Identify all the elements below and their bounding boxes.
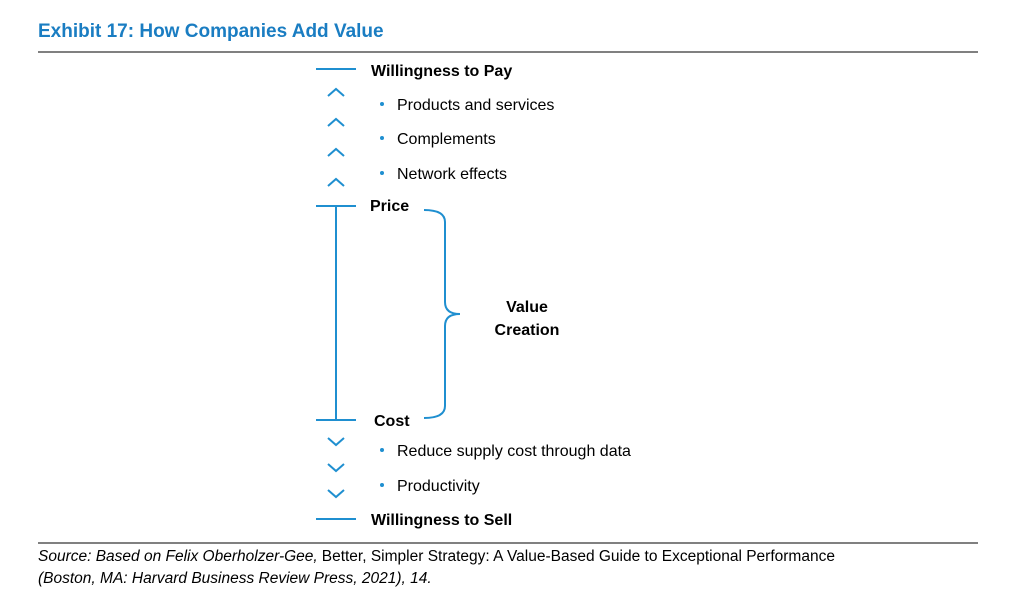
level-label: Willingness to Pay <box>371 63 512 80</box>
bracket-label: Value <box>506 299 548 316</box>
source-title: Better, Simpler Strategy: A Value-Based … <box>321 548 835 565</box>
driver: Products and services <box>397 97 554 114</box>
driver: Network effects <box>397 166 507 183</box>
source-text: Source: Based on Felix Oberholzer-Gee, <box>38 548 318 565</box>
title: Exhibit 17: How Companies Add Value <box>38 21 384 42</box>
level-label: Cost <box>374 413 410 430</box>
scale-marks <box>316 68 461 520</box>
level-label: Price <box>370 198 409 215</box>
driver: Productivity <box>397 478 480 495</box>
driver: Complements <box>397 131 496 148</box>
bracket-label: Creation <box>495 322 560 339</box>
bullets <box>380 102 384 487</box>
level-label: Willingness to Sell <box>371 512 512 529</box>
source-text: (Boston, MA: Harvard Business Review Pre… <box>38 570 432 587</box>
driver: Reduce supply cost through data <box>397 443 631 460</box>
source: Source: Based on Felix Oberholzer-Gee, Be… <box>38 546 835 590</box>
